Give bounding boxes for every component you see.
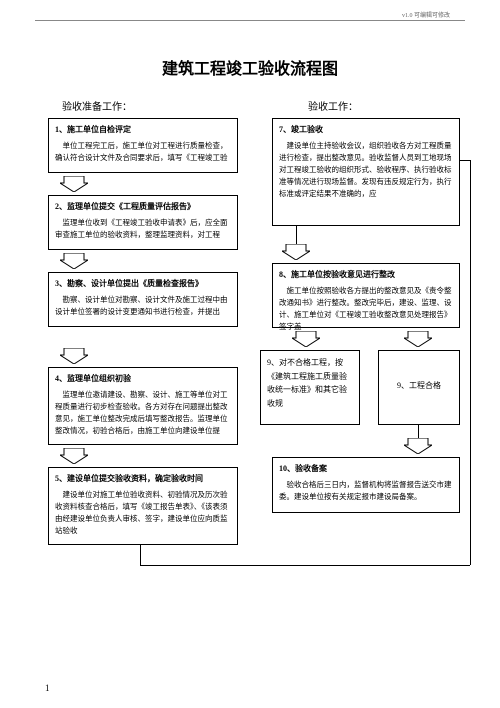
- box-1: 1、施工单位自检评定 单位工程完工后，施工单位对工程进行质量检查，确认符合设计文…: [48, 118, 238, 173]
- header-right-text: v1.0 可编辑可修改: [402, 10, 450, 19]
- header-divider: [35, 20, 465, 21]
- box-1-title: 1、施工单位自检评定: [55, 124, 231, 137]
- left-section-label: 验收准备工作：: [62, 98, 132, 113]
- box-3-body: 勘察、设计单位对勘察、设计文件及施工过程中由设计单位签署的设计变更通知书进行检查…: [55, 294, 231, 318]
- box-4: 4、监理单位组织初验 监理单位邀请建设、勘察、设计、施工等单位对工程质量进行初步…: [48, 367, 238, 445]
- box-7-body: 建设单位主持验收会议，组织验收各方对工程质量进行检查，提出整改意见。验收监督人员…: [279, 140, 453, 200]
- arrow-3-4: [60, 348, 88, 364]
- box-4-title: 4、监理单位组织初验: [55, 373, 231, 386]
- box-10-body: 验收合格后三日内，监督机构将监督报告送交市建委。建设单位按有关规定报市建设局备案…: [279, 479, 453, 503]
- box-3-title: 3、勘察、设计单位提出《质量检查报告》: [55, 278, 231, 291]
- arrow-7-8: [282, 244, 310, 260]
- box-3: 3、勘察、设计单位提出《质量检查报告》 勘察、设计单位对勘察、设计文件及施工过程…: [48, 272, 238, 327]
- page-number: 1: [45, 683, 50, 693]
- conn-7-8: [296, 226, 297, 244]
- box-9a: 9、对不合格工程，按《建筑工程施工质量验收统一标准》和其它验收规: [260, 350, 360, 425]
- box-7: 7、竣工验收 建设单位主持验收会议，组织验收各方对工程质量进行检查，提出整改意见…: [272, 118, 460, 226]
- box-9b: 9、工程合格: [378, 350, 460, 425]
- page-title: 建筑工程竣工验收流程图: [0, 55, 500, 79]
- box-4-body: 监理单位邀请建设、勘察、设计、施工等单位对工程质量进行初步检查验收。各方对存在问…: [55, 389, 231, 437]
- box-5-body: 建设单位对施工单位验收资料、初验情况及历次验收资料核查合格后，填写《竣工报告单表…: [55, 489, 231, 537]
- conn-v1: [140, 545, 141, 565]
- box-9a-title: 9、对不合格工程，按《建筑工程施工质量验收统一标准》和其它验收规: [267, 356, 353, 410]
- box-8-body: 施工单位按照验收各方提出的整改意见及《责令整改通知书》进行整改。整改完毕后，建设…: [279, 285, 453, 333]
- conn-v2: [470, 160, 471, 565]
- box-10-title: 10、验收备案: [279, 463, 453, 476]
- box-5: 5、建设单位提交验收资料，确定验收时间 建设单位对施工单位验收资料、初验情况及历…: [48, 467, 238, 545]
- conn-h2: [460, 160, 470, 161]
- box-2-title: 2、监理单位提交《工程质量评估报告》: [55, 201, 231, 214]
- box-8: 8、施工单位按验收意见进行整改 施工单位按照验收各方提出的整改意见及《责令整改通…: [272, 263, 460, 328]
- arrow-1-2: [60, 176, 88, 192]
- box-1-body: 单位工程完工后，施工单位对工程进行质量检查，确认符合设计文件及合同要求后，填写《…: [55, 140, 231, 164]
- conn-h1: [140, 565, 470, 566]
- box-7-title: 7、竣工验收: [279, 124, 453, 137]
- conn-9b-10: [418, 425, 419, 438]
- box-10: 10、验收备案 验收合格后三日内，监督机构将监督报告送交市建委。建设单位按有关规…: [272, 457, 460, 513]
- arrow-9b-10: [404, 438, 432, 454]
- arrow-2-3: [60, 253, 88, 269]
- box-8-title: 8、施工单位按验收意见进行整改: [279, 269, 453, 282]
- box-2: 2、监理单位提交《工程质量评估报告》 监理单位收到《工程竣工验收申请表》后，应全…: [48, 195, 238, 250]
- box-9b-title: 9、工程合格: [397, 380, 441, 393]
- box-5-title: 5、建设单位提交验收资料，确定验收时间: [55, 473, 231, 486]
- arrow-8-9b: [404, 331, 432, 347]
- right-section-label: 验收工作：: [308, 98, 358, 113]
- arrow-4-5: [60, 448, 88, 464]
- box-2-body: 监理单位收到《工程竣工验收申请表》后，应全面审查施工单位的验收资料，整理监理资料…: [55, 217, 231, 241]
- arrow-8-9a: [292, 331, 320, 347]
